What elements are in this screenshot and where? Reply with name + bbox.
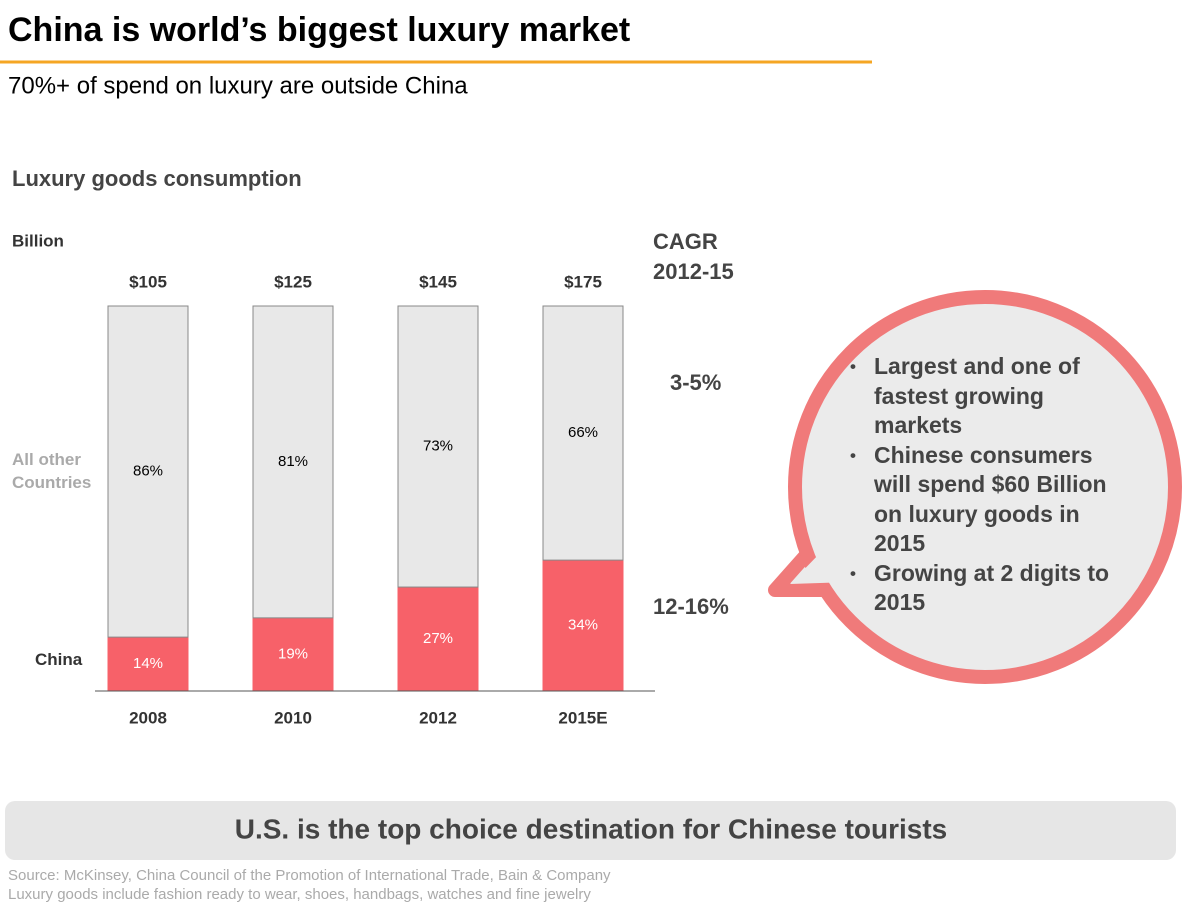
callout-bullet: Chinese consumers will spend $60 Billion… [848,441,1133,559]
bar-segment [542,305,624,561]
data-label: 19% [278,645,308,662]
y-label: Billion [12,231,64,250]
subtitle: 70%+ of spend on luxury are outside Chin… [8,72,468,99]
data-label: 34% [568,617,598,634]
x-tick-label: 2010 [274,708,312,727]
cagr-value: 3-5% [670,370,721,395]
data-label: 86% [133,463,163,480]
legend-label: China [35,650,83,669]
callout-bullet: Largest and one of fastest growing marke… [848,352,1133,441]
data-label: 14% [133,655,163,672]
bar-segment [107,305,189,638]
total-label: $105 [129,272,167,291]
cagr-value: 12-16% [653,594,729,619]
x-tick-label: 2012 [419,708,457,727]
callout-list: Largest and one of fastest growing marke… [848,352,1133,618]
cagr-title: CAGR [653,229,718,254]
bar-segment [252,617,334,692]
data-label: 66% [568,424,598,441]
chart-title: Luxury goods consumption [12,166,302,191]
data-label: 27% [423,630,453,647]
banner: U.S. is the top choice destination for C… [235,813,948,844]
total-label: $125 [274,272,312,291]
footnote: Source: McKinsey, China Council of the P… [8,867,611,884]
legend-label: All other Countries [12,450,92,492]
callout-joint [790,551,850,584]
bar-segment [252,305,334,619]
total-label: $175 [564,272,602,291]
x-tick-label: 2015E [558,708,607,727]
title: China is world’s biggest luxury market [8,11,630,49]
cagr-title: 2012-15 [653,259,734,284]
footnote: Luxury goods include fashion ready to we… [8,886,591,903]
banner-box [5,801,1176,860]
bar-segment [397,586,479,692]
bar-segment [397,305,479,588]
x-tick-label: 2008 [129,708,167,727]
callout-bullet: Growing at 2 digits to 2015 [848,559,1133,618]
data-label: 73% [423,437,453,454]
data-label: 81% [278,453,308,470]
total-label: $145 [419,272,457,291]
bar-segment [107,636,189,692]
